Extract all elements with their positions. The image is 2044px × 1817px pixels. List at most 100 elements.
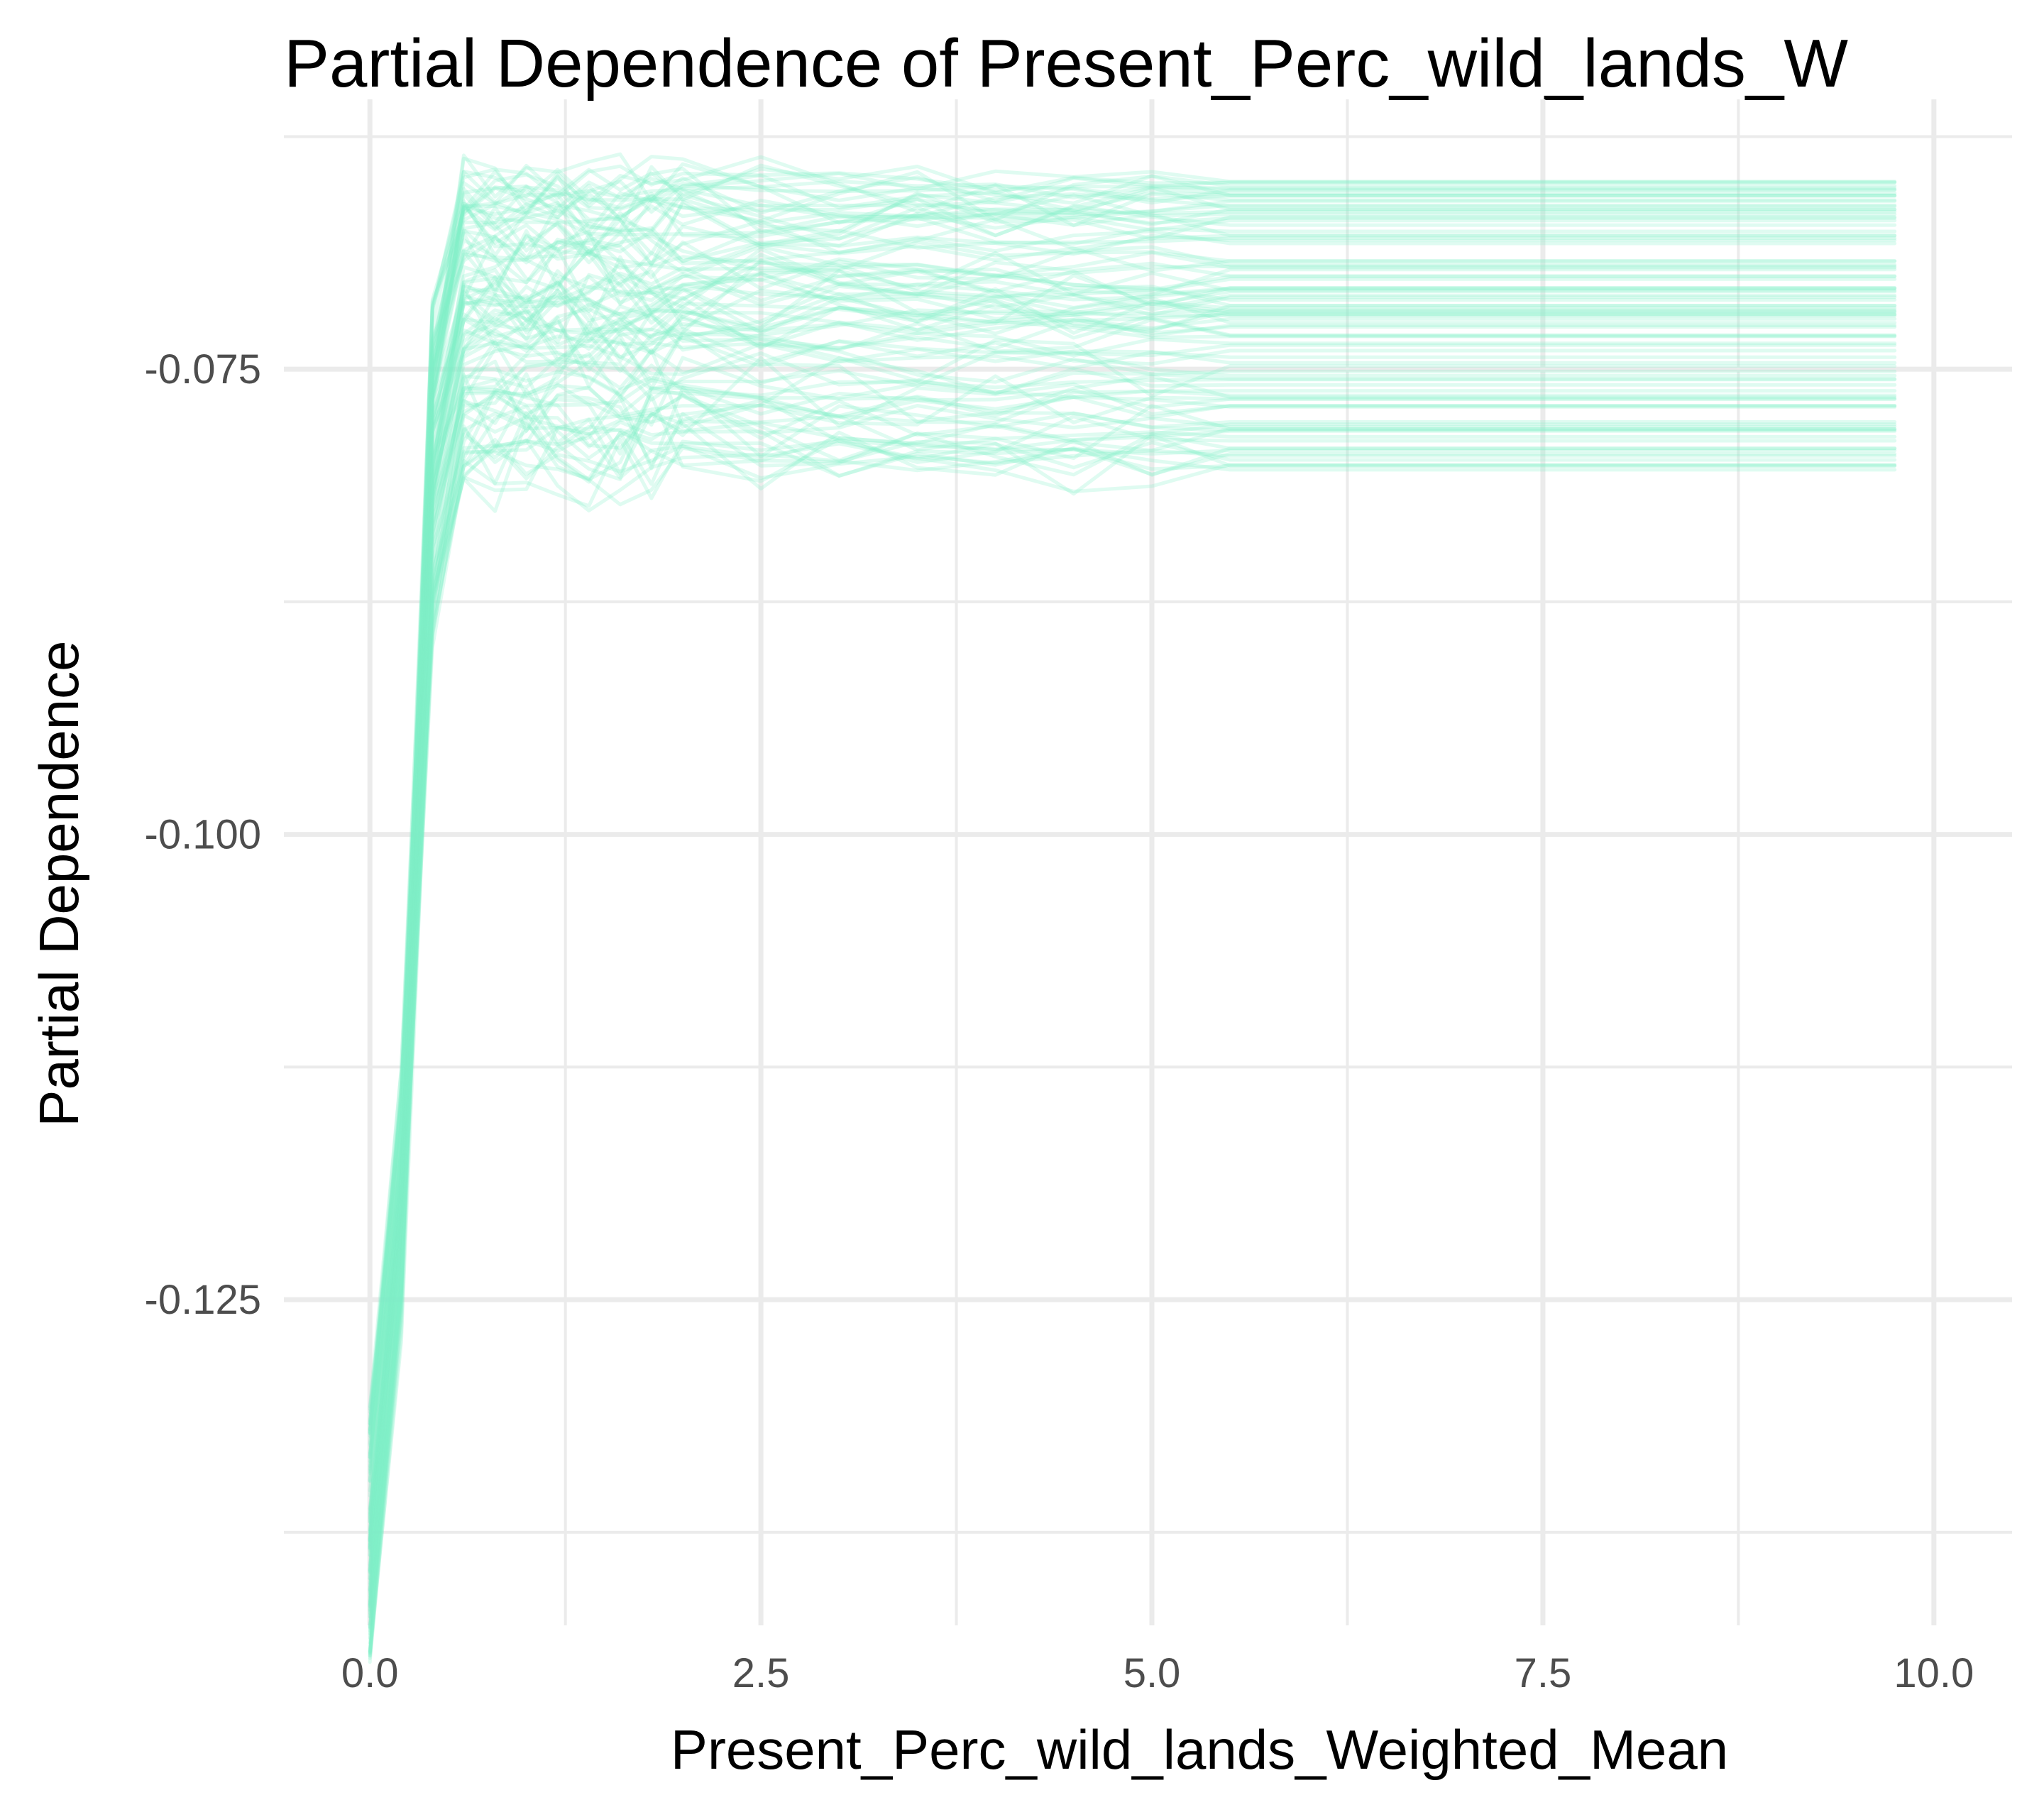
grid — [284, 99, 2012, 1625]
ice-line — [368, 229, 1897, 1543]
ice-line — [368, 356, 1897, 1557]
y-tick-labels: -0.075 -0.100 -0.125 — [145, 346, 261, 1323]
x-tick-label: 10.0 — [1894, 1650, 1974, 1696]
x-tick-label: 7.5 — [1515, 1650, 1572, 1696]
ice-line — [368, 278, 1897, 1664]
ice-line — [368, 311, 1897, 1434]
ice-line — [368, 326, 1897, 1632]
x-axis-title: Present_Perc_wild_lands_Weighted_Mean — [671, 1718, 1728, 1781]
ice-line — [368, 173, 1897, 1645]
ice-line — [368, 214, 1897, 1606]
ice-line — [368, 183, 1897, 1409]
ice-line — [368, 273, 1897, 1543]
ice-line — [368, 382, 1897, 1411]
ice-line — [368, 168, 1897, 1455]
ice-line — [368, 155, 1897, 1609]
ice-line — [368, 234, 1897, 1426]
ice-line — [368, 249, 1897, 1572]
ice-line — [368, 317, 1897, 1464]
ice-line — [368, 233, 1897, 1469]
ice-line — [368, 311, 1897, 1520]
y-axis-title: Partial Dependence — [28, 640, 90, 1126]
ice-line — [368, 162, 1897, 1656]
ice-line — [368, 348, 1897, 1608]
y-tick-label: -0.125 — [145, 1277, 261, 1323]
ice-line — [368, 193, 1897, 1447]
ice-line — [368, 394, 1897, 1618]
ice-line — [368, 269, 1897, 1436]
ice-line — [368, 255, 1897, 1426]
ice-line — [368, 202, 1897, 1592]
y-tick-label: -0.075 — [145, 346, 261, 393]
y-tick-label: -0.100 — [145, 812, 261, 858]
ice-line — [368, 248, 1897, 1574]
ice-line — [368, 277, 1897, 1615]
ice-line — [368, 197, 1897, 1471]
ice-line — [368, 284, 1897, 1546]
ice-line — [368, 180, 1897, 1551]
x-tick-label: 5.0 — [1123, 1650, 1181, 1696]
ice-line — [368, 163, 1897, 1550]
ice-line — [368, 330, 1897, 1542]
ice-line — [368, 234, 1897, 1585]
ice-line — [368, 258, 1897, 1533]
chart-title: Partial Dependence of Present_Perc_wild_… — [284, 26, 1848, 101]
x-tick-labels: 0.0 2.5 5.0 7.5 10.0 — [341, 1650, 1974, 1696]
ice-line — [368, 338, 1897, 1438]
ice-line — [368, 191, 1897, 1550]
ice-line — [368, 253, 1897, 1459]
ice-line — [368, 167, 1897, 1654]
ice-line — [368, 177, 1897, 1552]
ice-line — [368, 388, 1897, 1456]
x-tick-label: 2.5 — [732, 1650, 790, 1696]
ice-line — [368, 187, 1897, 1567]
ice-line — [368, 351, 1897, 1660]
ice-line — [368, 394, 1897, 1524]
ice-line — [368, 242, 1897, 1592]
ice-line — [368, 331, 1897, 1459]
ice-line — [368, 272, 1897, 1493]
ice-line — [368, 198, 1897, 1414]
ice-line — [368, 419, 1897, 1476]
ice-line — [368, 298, 1897, 1536]
ice-line — [368, 237, 1897, 1432]
ice-line — [368, 378, 1897, 1603]
ice-line — [368, 172, 1897, 1524]
ice-line — [368, 307, 1897, 1557]
ice-line — [368, 356, 1897, 1575]
ice-line — [368, 228, 1897, 1653]
ice-line — [368, 309, 1897, 1542]
ice-line — [368, 155, 1897, 1574]
ice-line — [368, 385, 1897, 1593]
ice-line — [368, 276, 1897, 1473]
ice-line — [368, 412, 1897, 1655]
ice-line — [368, 394, 1897, 1518]
ice-line — [368, 247, 1897, 1459]
x-tick-label: 0.0 — [341, 1650, 399, 1696]
ice-line — [368, 185, 1897, 1581]
ice-line — [368, 346, 1897, 1658]
ice-line — [368, 285, 1897, 1532]
ice-line — [368, 304, 1897, 1613]
ice-line — [368, 170, 1897, 1598]
ice-line — [368, 438, 1897, 1522]
ice-line — [368, 411, 1897, 1628]
ice-line — [368, 372, 1897, 1483]
ice-line — [368, 282, 1897, 1608]
ice-line — [368, 152, 1897, 1596]
ice-line — [368, 363, 1897, 1549]
ice-line — [368, 315, 1897, 1640]
ice-line — [368, 185, 1897, 1636]
ice-line — [368, 375, 1897, 1654]
ice-line — [368, 388, 1897, 1606]
ice-line — [368, 228, 1897, 1482]
ice-lines — [368, 152, 1897, 1664]
ice-line — [368, 427, 1897, 1581]
ice-line — [368, 199, 1897, 1423]
ice-line — [368, 164, 1897, 1483]
ice-line — [368, 432, 1897, 1535]
ice-line — [368, 219, 1897, 1658]
ice-line — [368, 319, 1897, 1425]
ice-line — [368, 350, 1897, 1629]
